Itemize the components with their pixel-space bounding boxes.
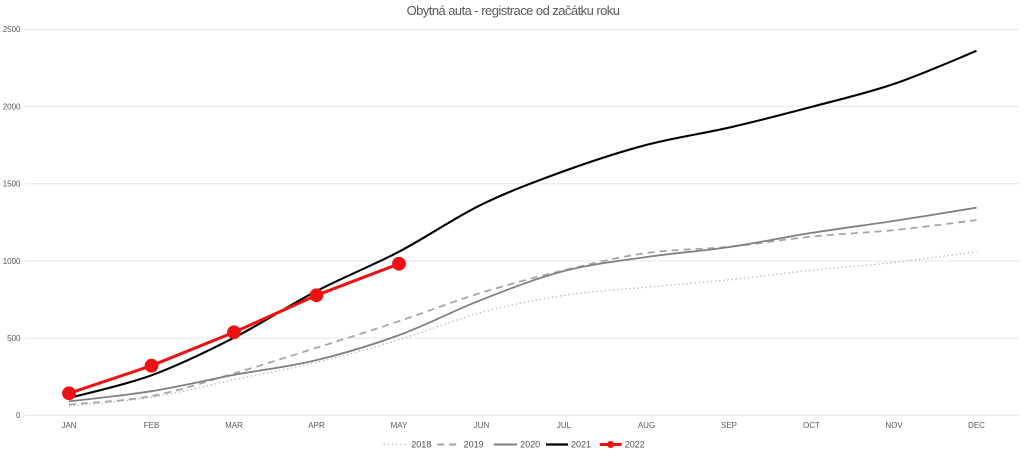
svg-text:2000: 2000 [3,102,21,111]
svg-text:2500: 2500 [3,25,21,34]
svg-text:2018: 2018 [411,440,431,450]
svg-text:MAY: MAY [391,421,408,430]
svg-text:OCT: OCT [803,421,820,430]
svg-text:JAN: JAN [61,421,76,430]
svg-text:DEC: DEC [968,421,985,430]
svg-text:2021: 2021 [571,440,591,450]
svg-text:JUL: JUL [557,421,572,430]
svg-text:2019: 2019 [464,440,484,450]
svg-text:SEP: SEP [721,421,737,430]
svg-text:FEB: FEB [144,421,160,430]
svg-text:NOV: NOV [885,421,903,430]
svg-text:Obytná auta - registrace od za: Obytná auta - registrace od začátku roku [407,3,620,18]
svg-text:APR: APR [308,421,325,430]
svg-text:AUG: AUG [638,421,655,430]
svg-text:500: 500 [7,334,21,343]
svg-text:2020: 2020 [520,440,540,450]
svg-text:1000: 1000 [3,257,21,266]
svg-text:0: 0 [16,411,21,420]
svg-text:JUN: JUN [474,421,490,430]
svg-text:1500: 1500 [3,180,21,189]
svg-text:MAR: MAR [225,421,243,430]
svg-text:2022: 2022 [625,440,645,450]
